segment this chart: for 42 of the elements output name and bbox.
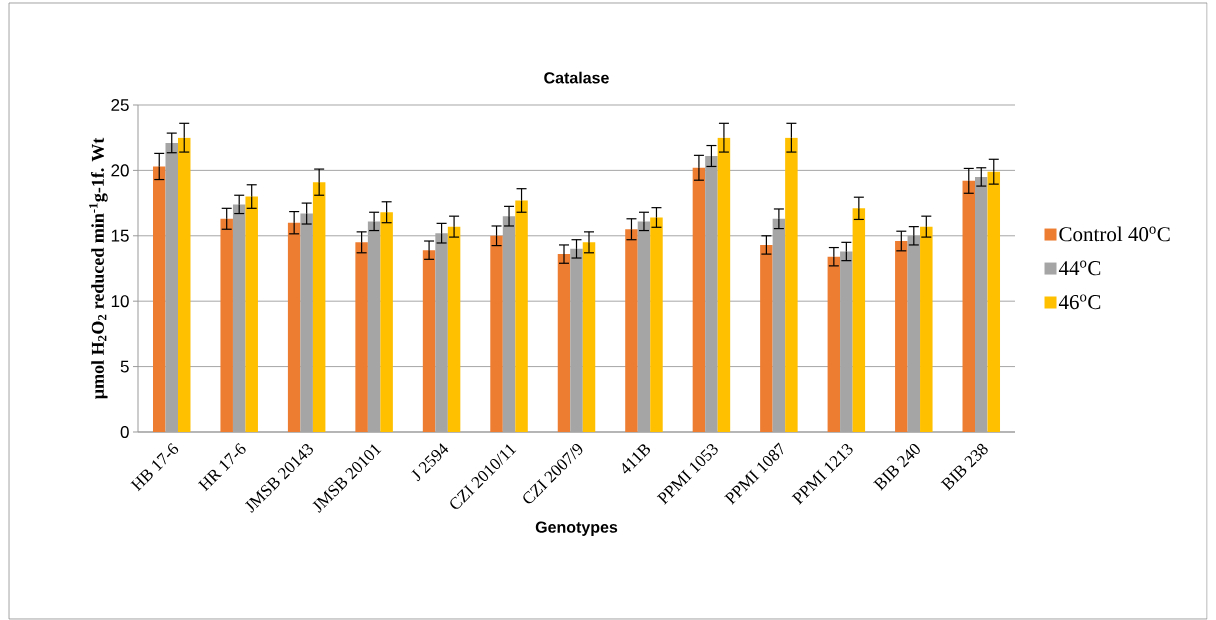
bar [245, 196, 258, 432]
y-tick-label: 25 [111, 98, 129, 112]
y-axis-title: µmol H$_{2}$O$_{2}$ reduced min$^{-1}$g-1f. Wt [89, 137, 108, 399]
bar [692, 167, 706, 432]
x-tick-label: BIB 240 [873, 444, 920, 491]
y-tick-label: 15 [111, 229, 129, 242]
bar [220, 218, 233, 432]
bar [920, 226, 933, 432]
x-tick-label: HB 17-6 [130, 443, 179, 492]
bar [490, 235, 503, 432]
x-tick-label: HR 17-6 [197, 443, 246, 492]
x-axis-title: Genotypes [535, 521, 618, 536]
bar [717, 137, 731, 432]
bar [380, 212, 393, 432]
bar [152, 166, 166, 432]
bar [447, 226, 461, 432]
y-tick-label: 5 [120, 360, 129, 373]
bar [557, 254, 571, 432]
legend-label: Control 40$^{o}$C [1059, 226, 1170, 242]
bar [987, 171, 1001, 432]
bar [355, 242, 368, 432]
y-tick-label: 0 [120, 425, 129, 439]
bar [422, 250, 436, 432]
y-tick-label: 20 [111, 164, 129, 177]
legend-label: 44$^{o}$C [1058, 260, 1101, 276]
bar [895, 241, 908, 432]
bar [760, 244, 773, 432]
bar [852, 208, 866, 432]
y-tick-label: 10 [111, 295, 129, 308]
bar [177, 137, 191, 432]
bar [515, 200, 528, 432]
bar [962, 180, 976, 432]
x-tick-label: BIB 238 [940, 443, 988, 491]
bar [785, 137, 798, 432]
bar [582, 242, 596, 432]
bar [287, 222, 301, 432]
bar [650, 217, 663, 432]
legend-label: 46$^{o}$C [1058, 294, 1101, 310]
bar [312, 182, 326, 432]
bar [827, 256, 841, 432]
chart-title: Catalase [544, 71, 609, 84]
bar [625, 229, 638, 432]
